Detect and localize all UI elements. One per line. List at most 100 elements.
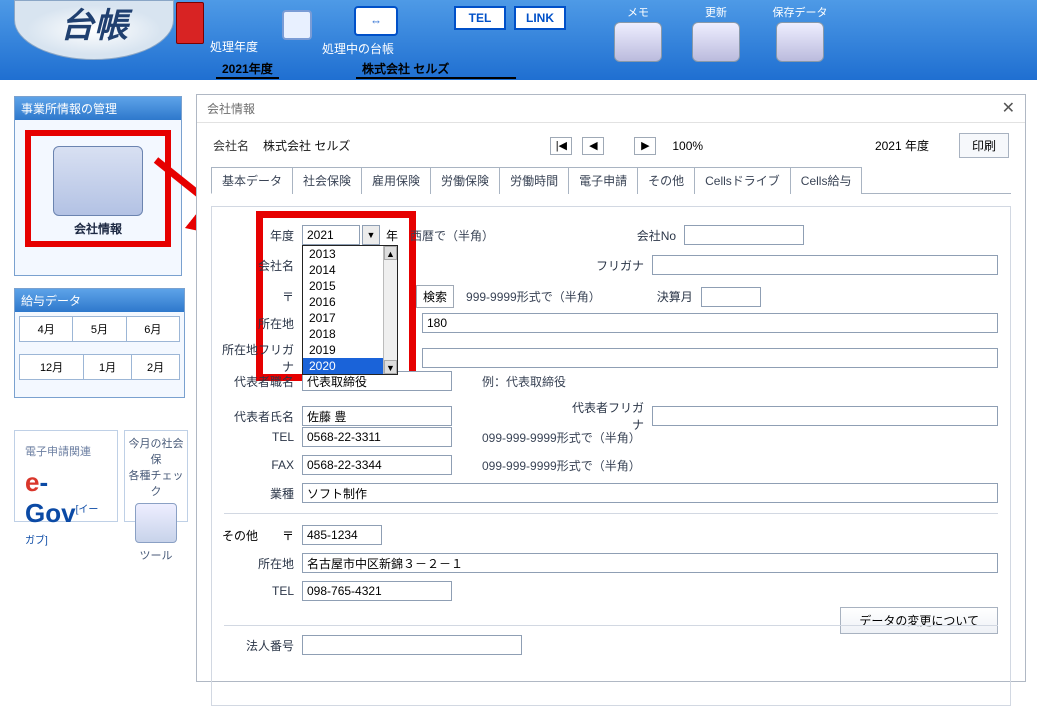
industry-label: 業種 bbox=[212, 485, 302, 502]
tool-save-label: 保存データ bbox=[764, 4, 836, 20]
tel-label: TEL bbox=[212, 430, 302, 444]
postal-search-button[interactable]: 検索 bbox=[416, 285, 454, 308]
rep-name-input[interactable] bbox=[302, 406, 452, 426]
salary-month-table: 12月 1月 2月 bbox=[19, 354, 180, 380]
company-info-caption: 会社情報 bbox=[41, 220, 155, 237]
other-postal-label: 〒 bbox=[264, 527, 302, 544]
nav-next-button[interactable]: ▶ bbox=[634, 137, 656, 155]
zoom-value: 100% bbox=[672, 139, 703, 153]
other-tel-label: TEL bbox=[212, 584, 302, 598]
rep-name-label: 代表者氏名 bbox=[212, 408, 302, 425]
tool-caption: ツール bbox=[127, 547, 185, 563]
fiscal-year-label: 2021 年度 bbox=[875, 137, 929, 154]
address-label: 所在地 bbox=[212, 315, 302, 332]
dialog-header: 会社情報 ✕ bbox=[197, 95, 1025, 123]
link-button[interactable]: LINK bbox=[514, 6, 566, 30]
egov-logo: e-Gov[イーガブ] bbox=[15, 459, 117, 568]
panel-salary-data: 給与データ 4月 5月 6月 12月 1月 2月 bbox=[14, 288, 185, 398]
egov-e: e bbox=[25, 467, 39, 497]
address-furigana-input[interactable] bbox=[422, 348, 998, 368]
month-cell[interactable]: 2月 bbox=[132, 355, 180, 380]
panel-salary-title: 給与データ bbox=[15, 289, 184, 312]
furigana-input[interactable] bbox=[652, 255, 998, 275]
tool-update-label: 更新 bbox=[686, 4, 746, 20]
panel-business-info: 事業所情報の管理 会社情報 bbox=[14, 96, 182, 276]
company-info-button-box[interactable]: 会社情報 bbox=[25, 130, 171, 247]
fax-input[interactable] bbox=[302, 455, 452, 475]
dropdown-scrollbar[interactable]: ▲ ▼ bbox=[383, 246, 397, 374]
company-no-input[interactable] bbox=[684, 225, 804, 245]
nav-first-button[interactable]: |◀ bbox=[550, 137, 572, 155]
fax-label: FAX bbox=[212, 458, 302, 472]
chevron-down-icon[interactable]: ▼ bbox=[362, 225, 380, 245]
about-data-change-button[interactable]: データの変更について bbox=[840, 607, 998, 634]
dialog-title: 会社情報 bbox=[207, 95, 255, 122]
rep-furigana-input[interactable] bbox=[652, 406, 998, 426]
month-cell[interactable]: 6月 bbox=[126, 317, 179, 342]
address-input[interactable] bbox=[422, 313, 998, 333]
month-cell[interactable]: 12月 bbox=[20, 355, 84, 380]
other-address-input[interactable] bbox=[302, 553, 998, 573]
year-hint: 西暦で（半角） bbox=[410, 227, 494, 244]
tab-basic-data[interactable]: 基本データ bbox=[211, 167, 293, 194]
top-header: 台帳 処理年度 2021年度 ⇔ 処理中の台帳 株式会社 セルズ TEL LIN… bbox=[0, 0, 1037, 80]
processing-ledger-label: 処理中の台帳 bbox=[322, 40, 394, 57]
salary-month-table: 4月 5月 6月 bbox=[19, 316, 180, 342]
tool-save[interactable]: 保存データ bbox=[764, 4, 836, 62]
address-furigana-label: 所在地フリガナ bbox=[212, 341, 302, 375]
company-name-label2: 会社名 bbox=[212, 257, 302, 274]
company-no-label: 会社No bbox=[614, 227, 684, 244]
scroll-up-icon[interactable]: ▲ bbox=[384, 246, 397, 260]
industry-input[interactable] bbox=[302, 483, 998, 503]
rep-title-label: 代表者職名 bbox=[212, 373, 302, 390]
tool-line1: 今月の社会保 bbox=[127, 435, 185, 467]
close-icon[interactable]: ✕ bbox=[1002, 95, 1015, 122]
building-icon bbox=[53, 146, 143, 216]
processing-year-label: 処理年度 bbox=[210, 38, 258, 55]
nav-prev-button[interactable]: ◀ bbox=[582, 137, 604, 155]
other-tel-input[interactable] bbox=[302, 581, 452, 601]
year-dropdown[interactable]: ▼ 2013 2014 2015 2016 2017 2018 2019 202… bbox=[302, 225, 380, 245]
furigana-label: フリガナ bbox=[582, 257, 652, 274]
corp-number-label: 法人番号 bbox=[212, 637, 302, 654]
postal-label: 〒 bbox=[212, 288, 302, 305]
postal-hint: 999-9999形式で（半角） bbox=[466, 288, 601, 305]
tab-other[interactable]: その他 bbox=[637, 167, 695, 194]
month-cell[interactable]: 5月 bbox=[73, 317, 126, 342]
dialog-top-row: 会社名 株式会社 セルズ |◀ ◀ ▶ 100% 2021 年度 印刷 bbox=[197, 123, 1025, 164]
tab-cells-salary[interactable]: Cells給与 bbox=[790, 167, 863, 194]
month-cell[interactable]: 4月 bbox=[20, 317, 73, 342]
tel-input[interactable] bbox=[302, 427, 452, 447]
closing-month-input[interactable] bbox=[701, 287, 761, 307]
tab-social-insurance[interactable]: 社会保険 bbox=[292, 167, 362, 194]
other-postal-input[interactable] bbox=[302, 525, 382, 545]
tab-labor-insurance[interactable]: 労働保険 bbox=[430, 167, 500, 194]
tab-bar: 基本データ 社会保険 雇用保険 労働保険 労働時間 電子申請 その他 Cells… bbox=[211, 166, 1011, 194]
egov-label: 電子申請関連 bbox=[15, 431, 117, 459]
save-icon bbox=[776, 22, 824, 62]
company-name-label: 会社名 bbox=[213, 137, 249, 154]
print-button[interactable]: 印刷 bbox=[959, 133, 1009, 158]
tool-update[interactable]: 更新 bbox=[686, 4, 746, 62]
panel-monthly-tool[interactable]: 今月の社会保 各種チェック ツール bbox=[124, 430, 188, 522]
book-icon bbox=[176, 2, 204, 44]
tab-cells-drive[interactable]: Cellsドライブ bbox=[694, 167, 791, 194]
tool-memo-label: メモ bbox=[608, 4, 668, 20]
fax-hint: 099-999-9999形式で（半角） bbox=[482, 457, 641, 474]
tool-memo[interactable]: メモ bbox=[608, 4, 668, 62]
tab-working-hours[interactable]: 労働時間 bbox=[499, 167, 569, 194]
processing-year-value: 2021年度 bbox=[216, 60, 279, 79]
scroll-down-icon[interactable]: ▼ bbox=[384, 360, 397, 374]
sync-arrows-icon[interactable]: ⇔ bbox=[354, 6, 398, 36]
memo-icon bbox=[614, 22, 662, 62]
tab-employment-insurance[interactable]: 雇用保険 bbox=[361, 167, 431, 194]
tab-e-application[interactable]: 電子申請 bbox=[568, 167, 638, 194]
year-input[interactable] bbox=[302, 225, 360, 245]
rep-title-hint: 例：代表取締役 bbox=[482, 373, 566, 390]
month-cell[interactable]: 1月 bbox=[84, 355, 132, 380]
calendar-icon[interactable] bbox=[282, 10, 312, 40]
panel-egov[interactable]: 電子申請関連 e-Gov[イーガブ] bbox=[14, 430, 118, 522]
tel-button[interactable]: TEL bbox=[454, 6, 506, 30]
corp-number-input[interactable] bbox=[302, 635, 522, 655]
app-logo: 台帳 bbox=[14, 0, 174, 60]
